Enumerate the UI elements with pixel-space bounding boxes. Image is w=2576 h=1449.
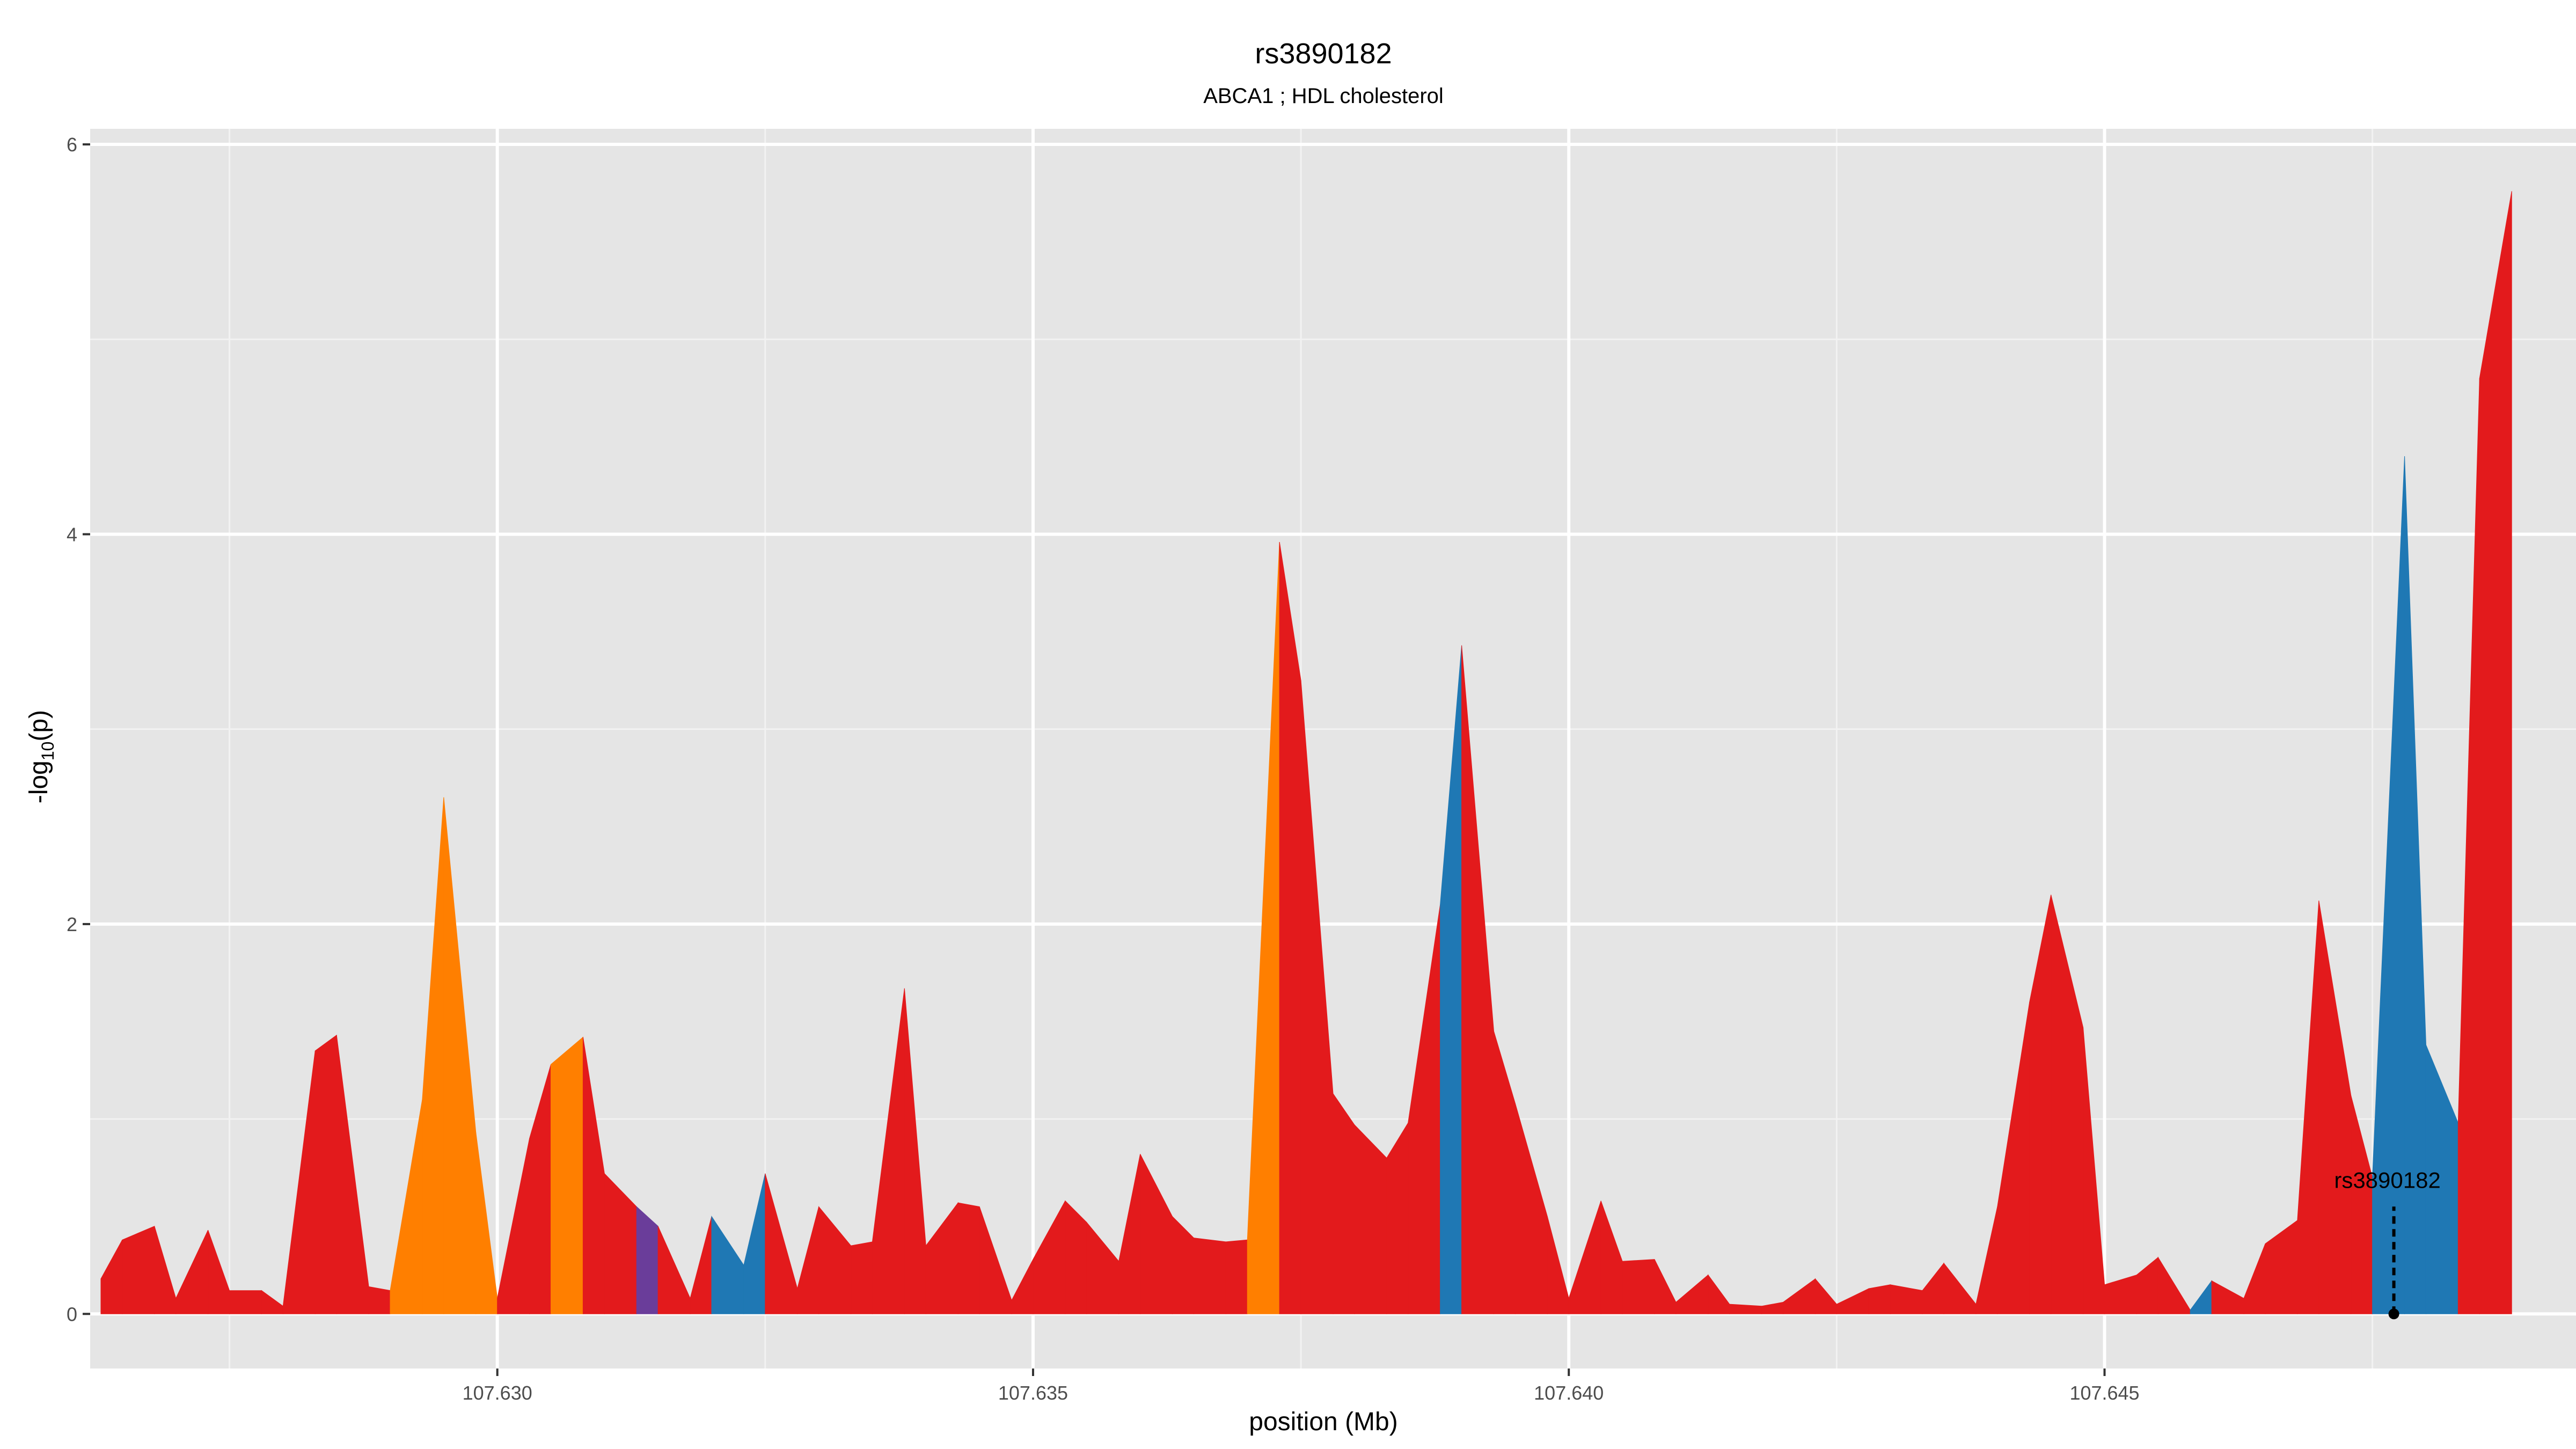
area-segment [551,1036,583,1314]
x-tick-label: 107.635 [998,1382,1068,1404]
y-axis-label: -log10(p) [25,710,57,803]
y-tick-label: 6 [67,134,77,156]
x-tick-label: 107.630 [463,1382,532,1404]
snp-highlight: rs3890182 [2334,1167,2441,1320]
area-segment [1729,1304,1762,1314]
area-segment [1193,1238,1226,1314]
y-tick-label: 2 [67,913,77,935]
x-tick-label: 107.640 [1534,1382,1604,1404]
area-segment [314,1034,337,1314]
area-segment [851,1241,873,1314]
area-segment [2479,191,2512,1314]
y-axis-label-suffix: (p) [25,710,53,742]
area-segment [122,1226,155,1314]
y-axis-label-subscript: 10 [38,742,57,761]
area-segment [1225,1239,1248,1314]
y-axis-label-prefix: -log [25,760,53,803]
x-axis: 107.630 107.635 107.640 107.645 [463,1368,2140,1404]
area-segment [957,1202,980,1314]
chart-title: rs3890182 [1255,38,1392,70]
x-axis-label: position (Mb) [1249,1408,1397,1436]
gridlines [90,129,2576,1368]
snp-highlight-label: rs3890182 [2334,1167,2441,1192]
y-axis: 0 2 4 6 [67,134,90,1325]
area-segment [229,1290,262,1314]
snp-highlight-point [2388,1308,2399,1320]
area-segment [1868,1284,1891,1314]
x-tick-label: 107.645 [2069,1382,2139,1404]
association-area [100,191,2512,1314]
area-segment [1622,1259,1655,1314]
area-segment [1333,1093,1355,1314]
y-tick-label: 4 [67,523,77,545]
area-segment [368,1286,391,1314]
y-tick-label: 0 [67,1303,77,1325]
area-segment [1354,1124,1387,1314]
chart-subtitle: ABCA1 ; HDL cholesterol [1203,84,1444,108]
